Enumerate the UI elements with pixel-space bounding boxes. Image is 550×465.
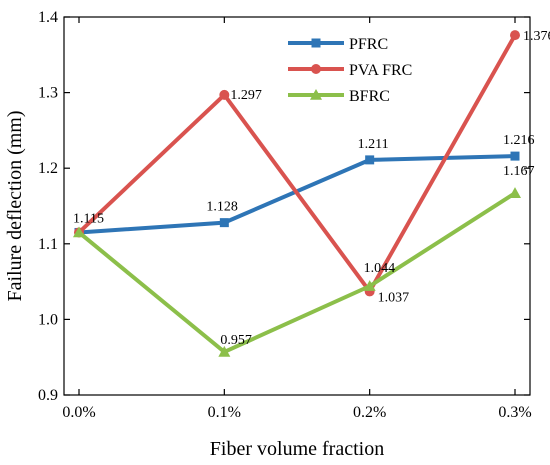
data-point-pfrc <box>365 155 375 165</box>
x-tick-label: 0.3% <box>498 404 531 421</box>
data-labels-layer: 1.115 1.128 1.211 1.216 1.297 1.037 1.376 0.957… <box>73 29 550 348</box>
series-line-bfrc <box>77 191 517 355</box>
data-label-bfrc: 1.167 <box>503 164 535 179</box>
series-line-pva-frc <box>77 34 517 296</box>
y-tick-label: 1.0 <box>38 311 58 328</box>
data-point-bfrc <box>363 280 376 291</box>
data-label-pfrc: 1.128 <box>206 200 238 215</box>
legend-marker-pfrc <box>311 38 321 48</box>
data-label-pva-frc: 1.376 <box>523 29 550 44</box>
y-axis-title: Failure deflection (mm) <box>4 110 26 301</box>
data-point-pfrc <box>219 218 229 228</box>
plot-frame <box>63 16 531 396</box>
legend: PFRC PVA FRC BFRC <box>288 36 412 105</box>
data-point-pfrc <box>510 151 520 161</box>
legend-label-bfrc: BFRC <box>349 88 390 105</box>
data-label-pva-frc: 1.297 <box>230 88 261 103</box>
y-tick-label: 1.3 <box>38 85 58 102</box>
data-point-bfrc <box>73 226 85 238</box>
data-point-bfrc <box>218 345 231 357</box>
data-point-bfrc <box>509 187 521 198</box>
data-label-bfrc: 1.044 <box>364 261 396 276</box>
axes-layer: 0.0% 0.1% 0.2% 0.3% 0.9 1.0 1.1 1.2 1.3 1.4 <box>38 9 532 421</box>
y-tick-label: 1.2 <box>38 160 58 177</box>
data-label-pfrc: 1.211 <box>358 137 389 152</box>
data-point-pva-frc <box>219 89 230 100</box>
data-label-pva-frc: 1.037 <box>378 290 410 305</box>
legend-marker-pva-frc <box>311 64 321 74</box>
y-tick-label: 1.1 <box>38 236 58 253</box>
x-tick-label: 0.0% <box>62 404 95 421</box>
data-point-pva-frc <box>510 30 520 41</box>
legend-label-pfrc: PFRC <box>349 36 388 53</box>
x-tick-label: 0.2% <box>353 404 386 421</box>
data-label-bfrc: 0.957 <box>220 333 252 348</box>
data-label-pfrc: 1.216 <box>503 133 535 148</box>
y-tick-label: 1.4 <box>38 9 58 26</box>
y-tick-label: 0.9 <box>38 387 58 404</box>
data-label-pfrc: 1.115 <box>73 211 104 226</box>
x-tick-label: 0.1% <box>208 404 241 421</box>
x-axis-title: Fiber volume fraction <box>210 438 384 460</box>
legend-marker-bfrc <box>310 89 322 100</box>
legend-label-pva-frc: PVA FRC <box>349 62 412 79</box>
series-layer <box>73 30 521 357</box>
